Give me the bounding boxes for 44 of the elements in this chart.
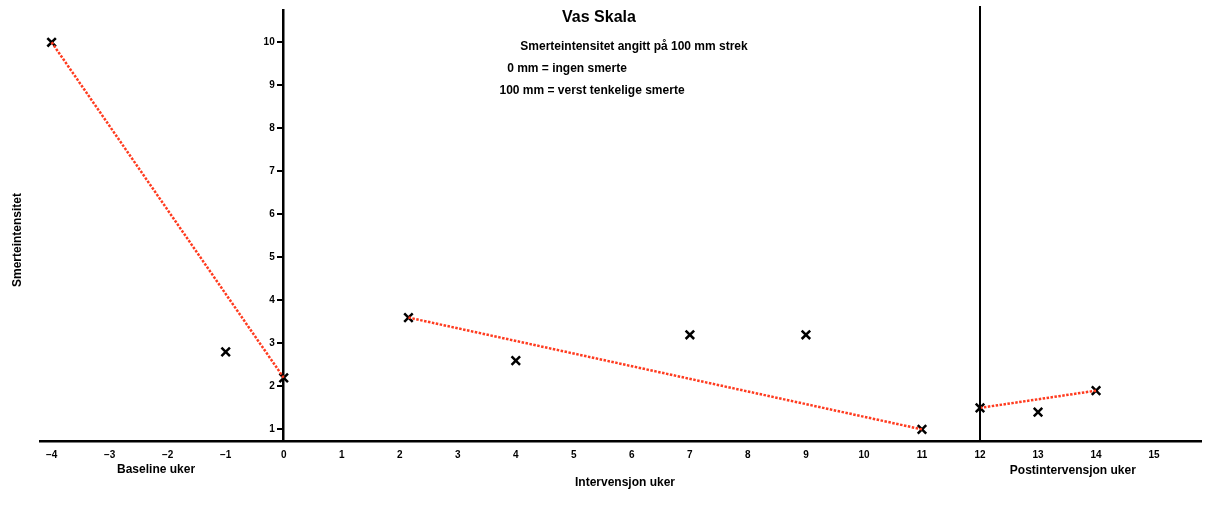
x-tick-label: 1 (338, 448, 345, 460)
x-tick-label: 9 (803, 448, 810, 460)
y-tick-label: 5 (269, 251, 276, 263)
y-tick-label: 10 (263, 36, 276, 48)
annotation: 0 mm = ingen smerte (507, 61, 628, 76)
text: Postintervensjon uker (1009, 463, 1137, 478)
point (1090, 385, 1102, 397)
point (510, 355, 522, 367)
text: Smerteintensitet angitt på 100 mm strek (520, 39, 749, 54)
x-tick-label: 6 (629, 448, 636, 460)
chart-title: Vas Skala (562, 8, 637, 26)
x-tick-label: 12 (974, 448, 986, 460)
x-tick-label: −4 (45, 448, 58, 460)
x-tick-label: 8 (745, 448, 752, 460)
x-tick-label: 4 (513, 448, 520, 460)
x-tick-label: −1 (219, 448, 232, 460)
x-tick-label: −3 (103, 448, 116, 460)
point (684, 329, 696, 341)
y-tick-label: 8 (269, 122, 276, 134)
y-tick-label: 1 (269, 423, 276, 435)
text: Baseline uker (117, 462, 196, 477)
x-tick-label: 11 (916, 448, 928, 460)
y-tick-label: 2 (269, 380, 276, 392)
x-tick-label: 13 (1032, 448, 1045, 460)
point (800, 329, 812, 341)
point (1032, 406, 1044, 418)
y-axis-title: Smerteintensitet (10, 192, 25, 288)
x-tick-label: −2 (161, 448, 174, 460)
x-tick-label: 7 (687, 448, 694, 460)
y-tick-label: 4 (269, 294, 276, 306)
x-tick-label: 2 (396, 448, 403, 460)
x-tick-label: 3 (455, 448, 461, 460)
y-tick-label: 3 (269, 337, 276, 349)
y-tick-label: 9 (269, 79, 276, 91)
x-tick-label: 0 (280, 448, 287, 460)
y-tick-label: 7 (269, 165, 276, 177)
x-axis-title: Intervensjon uker (574, 475, 676, 490)
x-tick-label: 5 (571, 448, 578, 460)
x-tick-label: 15 (1148, 448, 1161, 460)
x-tick-label: 14 (1090, 448, 1103, 460)
x-tick-label: 10 (858, 448, 870, 460)
annotation: 100 mm = verst tenkelige smerte (499, 83, 685, 98)
point (220, 346, 232, 358)
y-tick-label: 6 (269, 208, 276, 220)
